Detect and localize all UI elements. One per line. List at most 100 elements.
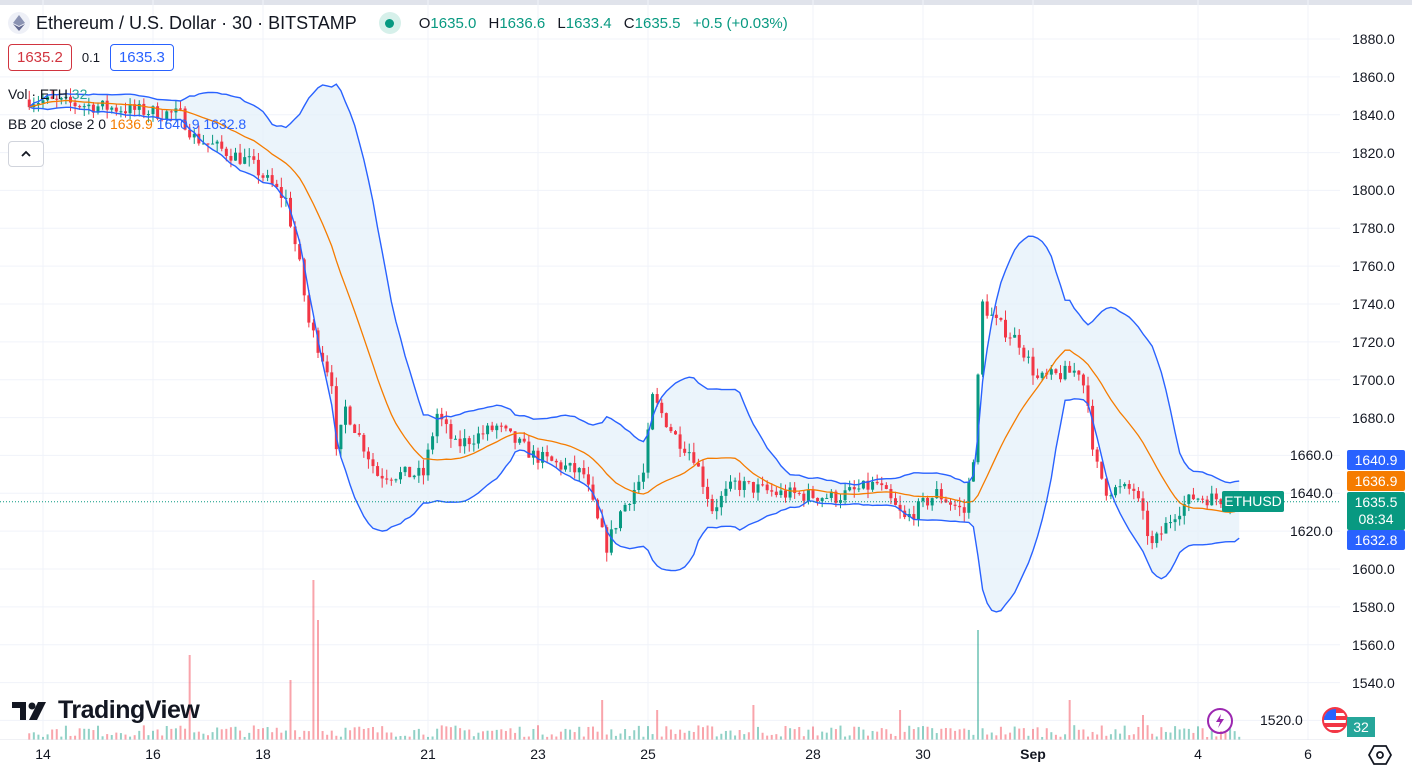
time-axis[interactable]: 14 16 18 21 23 25 28 30 Sep 4 6 bbox=[0, 740, 1340, 772]
time-tick-label: 16 bbox=[145, 746, 161, 762]
candle-body bbox=[435, 413, 439, 437]
candle-body bbox=[36, 103, 40, 105]
candle-body bbox=[1132, 488, 1136, 491]
volume-bar bbox=[422, 734, 425, 740]
candle-body bbox=[541, 451, 545, 463]
volume-bar bbox=[922, 726, 924, 740]
candle-body bbox=[646, 429, 650, 473]
candle-body bbox=[403, 466, 407, 473]
volume-bar bbox=[225, 728, 228, 740]
tradingview-icon bbox=[12, 701, 46, 720]
candle-body bbox=[701, 466, 705, 487]
candle-body bbox=[875, 481, 879, 484]
candle-body bbox=[1187, 494, 1191, 504]
volume-bar bbox=[880, 728, 883, 740]
volume-bar bbox=[1009, 732, 1012, 740]
candle-body bbox=[234, 152, 237, 161]
volume-bar bbox=[1160, 727, 1163, 740]
candle-body bbox=[756, 484, 760, 493]
candle-body bbox=[843, 490, 847, 501]
candle-body bbox=[522, 438, 526, 442]
volume-bar bbox=[188, 655, 191, 740]
volume-legend[interactable]: Vol · ETH 32 bbox=[8, 86, 87, 102]
candle-body bbox=[440, 413, 444, 420]
settings-icon[interactable] bbox=[1367, 744, 1393, 771]
volume-bar bbox=[862, 729, 865, 740]
price-tick-label: 1700.0 bbox=[1352, 371, 1395, 388]
candle-body bbox=[156, 106, 160, 119]
price-tick-label: 1840.0 bbox=[1352, 106, 1395, 123]
volume-bar bbox=[262, 728, 264, 740]
buy-button[interactable]: 1635.3 bbox=[109, 44, 174, 71]
candle-body bbox=[27, 99, 31, 108]
volume-bar bbox=[174, 728, 177, 740]
candle-body bbox=[600, 518, 604, 528]
volume-bar bbox=[1187, 728, 1190, 740]
candle-body bbox=[55, 98, 59, 100]
candle-body bbox=[664, 413, 668, 428]
tradingview-logo[interactable]: TradingView bbox=[12, 696, 200, 725]
price-chart[interactable] bbox=[0, 0, 1340, 740]
candle-body bbox=[1026, 356, 1030, 358]
candle-body bbox=[334, 386, 338, 450]
sell-button[interactable]: 1635.2 bbox=[8, 44, 72, 71]
candle-body bbox=[426, 449, 430, 476]
price-axis[interactable]: 1880.0 1860.0 1840.0 1820.0 1800.0 1780.0 1760… bbox=[1260, 0, 1412, 740]
volume-bar bbox=[197, 731, 200, 740]
symbol-title[interactable]: Ethereum / U.S. Dollar · 30 · BITSTAMP bbox=[36, 12, 357, 33]
candle-body bbox=[857, 488, 861, 490]
candle-body bbox=[958, 505, 962, 508]
events-lightning-icon[interactable] bbox=[1207, 708, 1233, 734]
volume-bar bbox=[1027, 735, 1030, 740]
bb-basis-value: 1636.9 bbox=[109, 116, 153, 132]
change-value: +0.5 (+0.03%) bbox=[692, 14, 788, 32]
candle-body bbox=[1150, 536, 1154, 544]
candle-body bbox=[504, 425, 508, 429]
candle-body bbox=[651, 394, 655, 430]
candle-body bbox=[339, 424, 343, 450]
volume-bar bbox=[537, 725, 539, 740]
volume-bar bbox=[207, 735, 209, 740]
spread: 0.1 bbox=[81, 50, 100, 65]
bb-legend[interactable]: BB 20 close 2 0 1636.9 1640.9 1632.8 bbox=[8, 116, 246, 132]
candle-body bbox=[806, 489, 810, 501]
us-flag-icon[interactable] bbox=[1322, 707, 1348, 733]
volume-bar bbox=[995, 735, 998, 740]
volume-bar bbox=[812, 726, 814, 740]
candle-body bbox=[302, 259, 306, 296]
bb-lower-line bbox=[29, 106, 1240, 613]
collapse-legend-button[interactable] bbox=[8, 141, 44, 167]
volume-bar bbox=[596, 731, 599, 740]
volume-bar bbox=[747, 732, 750, 740]
volume-bar bbox=[1105, 735, 1108, 740]
volume-bar bbox=[459, 728, 462, 740]
candle-body bbox=[82, 106, 86, 108]
volume-bar bbox=[46, 734, 49, 740]
open-value: 1635.0 bbox=[430, 14, 477, 32]
candle-body bbox=[784, 490, 787, 498]
candle-body bbox=[641, 472, 645, 482]
volume-bar bbox=[64, 725, 67, 740]
price-tick-label: 1520.0 bbox=[1260, 712, 1303, 729]
candle-body bbox=[710, 498, 714, 512]
volume-bar bbox=[972, 734, 975, 740]
volume-bar bbox=[1077, 729, 1080, 740]
candle-body bbox=[747, 481, 751, 483]
volume-bar bbox=[688, 730, 691, 740]
candle-body bbox=[678, 434, 682, 449]
volume-bar bbox=[669, 729, 672, 740]
volume-bar bbox=[248, 732, 251, 740]
candle-body bbox=[224, 148, 228, 156]
candle-body bbox=[357, 432, 361, 435]
candle-body bbox=[73, 102, 77, 107]
candle-body bbox=[1059, 373, 1062, 380]
volume-bar bbox=[729, 730, 732, 740]
volume-bar bbox=[1054, 734, 1057, 740]
candle-body bbox=[472, 443, 476, 445]
volume-bar bbox=[252, 725, 255, 740]
candle-body bbox=[916, 501, 920, 520]
ohlc-values: O1635.0 H1636.6 L1633.4 C1635.5 +0.5 (+0… bbox=[419, 15, 788, 32]
candle-body bbox=[536, 450, 540, 463]
volume-bar bbox=[344, 727, 347, 740]
volume-bar bbox=[436, 728, 439, 740]
